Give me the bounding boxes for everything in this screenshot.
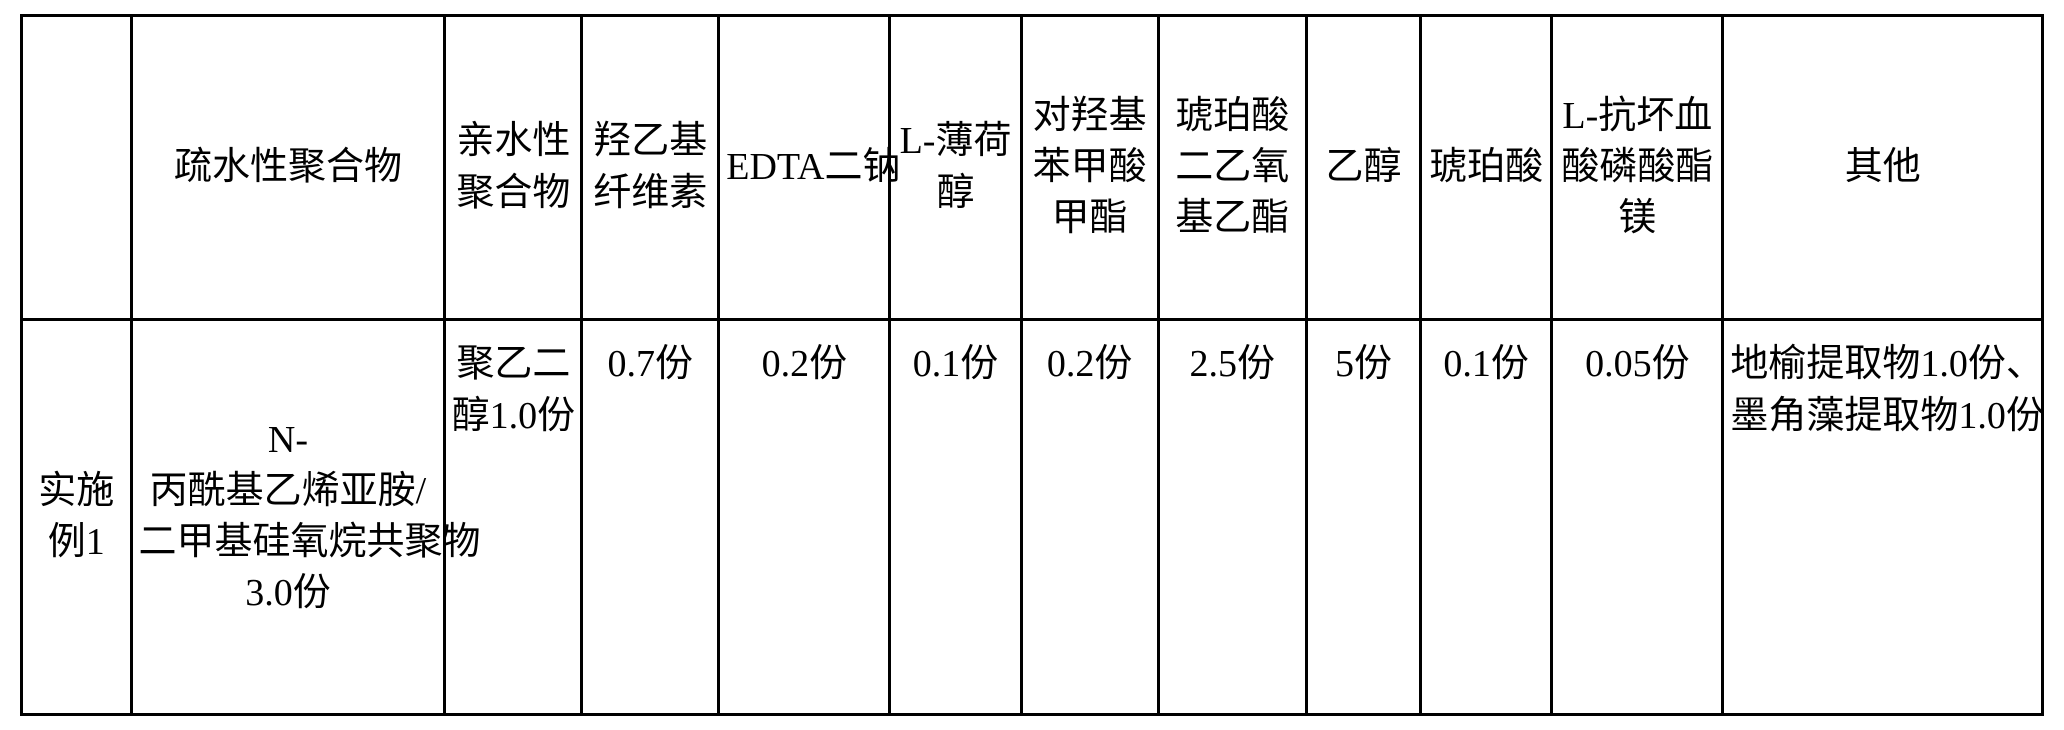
header-rowlabel xyxy=(22,16,132,320)
header-ascorbyl: L-抗坏血酸磷酸酯镁 xyxy=(1552,16,1723,320)
header-hydrophobic: 疏水性聚合物 xyxy=(131,16,445,320)
page: 疏水性聚合物 亲水性聚合物 羟乙基纤维素 EDTA二钠 L-薄荷醇 对羟基苯甲酸… xyxy=(0,0,2064,730)
cell-other: 地榆提取物1.0份、墨角藻提取物1.0份 xyxy=(1723,320,2043,715)
header-hec: 羟乙基纤维素 xyxy=(582,16,719,320)
header-menthol: L-薄荷醇 xyxy=(890,16,1021,320)
header-hydrophilic: 亲水性聚合物 xyxy=(445,16,582,320)
cell-rowlabel: 实施例1 xyxy=(22,320,132,715)
header-other: 其他 xyxy=(1723,16,2043,320)
cell-ascorbyl: 0.05份 xyxy=(1552,320,1723,715)
cell-hydrophobic: N-丙酰基乙烯亚胺/二甲基硅氧烷共聚物 3.0份 xyxy=(131,320,445,715)
cell-menthol: 0.1份 xyxy=(890,320,1021,715)
header-ethanol: 乙醇 xyxy=(1306,16,1420,320)
header-edta: EDTA二钠 xyxy=(719,16,890,320)
header-row: 疏水性聚合物 亲水性聚合物 羟乙基纤维素 EDTA二钠 L-薄荷醇 对羟基苯甲酸… xyxy=(22,16,2043,320)
cell-edta: 0.2份 xyxy=(719,320,890,715)
cell-paraben: 0.2份 xyxy=(1021,320,1158,715)
cell-succ-acid: 0.1份 xyxy=(1421,320,1552,715)
header-succ-acid: 琥珀酸 xyxy=(1421,16,1552,320)
composition-table: 疏水性聚合物 亲水性聚合物 羟乙基纤维素 EDTA二钠 L-薄荷醇 对羟基苯甲酸… xyxy=(20,14,2044,716)
header-succ-ester: 琥珀酸二乙氧基乙酯 xyxy=(1158,16,1306,320)
header-paraben: 对羟基苯甲酸甲酯 xyxy=(1021,16,1158,320)
cell-ethanol: 5份 xyxy=(1306,320,1420,715)
table-row: 实施例1 N-丙酰基乙烯亚胺/二甲基硅氧烷共聚物 3.0份 聚乙二醇1.0份 0… xyxy=(22,320,2043,715)
cell-succ-ester: 2.5份 xyxy=(1158,320,1306,715)
cell-hec: 0.7份 xyxy=(582,320,719,715)
cell-hydrophilic: 聚乙二醇1.0份 xyxy=(445,320,582,715)
